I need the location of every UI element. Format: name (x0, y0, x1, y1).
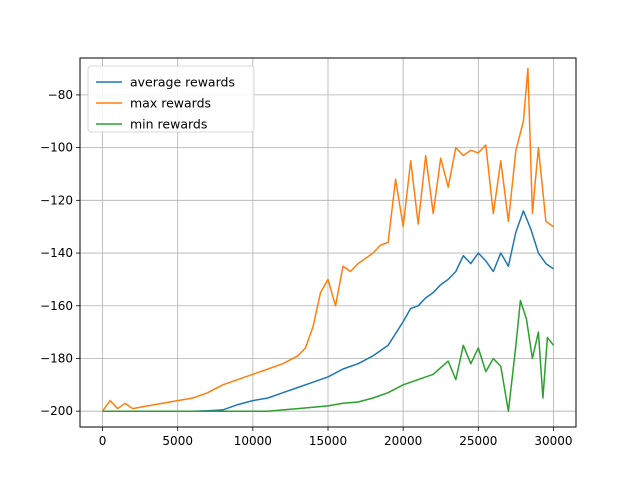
x-tick-label: 25000 (459, 434, 497, 448)
x-tick-label: 30000 (534, 434, 572, 448)
x-tick-label: 10000 (234, 434, 272, 448)
y-axis: −200 −180 −160 −140 −120 −100 −80 (40, 88, 80, 418)
y-tick-label: −200 (40, 404, 73, 418)
x-axis: 0 5000 10000 15000 20000 25000 30000 (99, 427, 573, 448)
series-line-max-rewards (101, 67, 554, 412)
series-layer (101, 67, 555, 412)
legend: average rewards max rewards min rewards (87, 65, 255, 133)
legend-label: max rewards (130, 96, 211, 111)
legend-box (87, 65, 255, 133)
y-tick-label: −180 (40, 351, 73, 365)
x-tick-label: 15000 (309, 434, 347, 448)
y-tick-label: −140 (40, 246, 73, 260)
y-tick-label: −100 (40, 141, 73, 155)
x-tick-label: 20000 (384, 434, 422, 448)
legend-label: min rewards (130, 117, 207, 132)
legend-label: average rewards (130, 75, 235, 90)
y-tick-label: −120 (40, 193, 73, 207)
x-tick-label: 5000 (162, 434, 193, 448)
x-tick-label: 0 (99, 434, 107, 448)
series-line-min-rewards (102, 299, 555, 412)
y-tick-label: −80 (48, 88, 73, 102)
y-tick-label: −160 (40, 299, 73, 313)
